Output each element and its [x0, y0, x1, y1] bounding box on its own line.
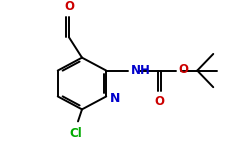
Text: O: O: [178, 63, 188, 76]
Text: NH: NH: [131, 64, 150, 77]
Text: Cl: Cl: [70, 127, 82, 140]
Text: O: O: [154, 95, 164, 108]
Text: N: N: [110, 92, 120, 105]
Text: O: O: [64, 0, 74, 13]
